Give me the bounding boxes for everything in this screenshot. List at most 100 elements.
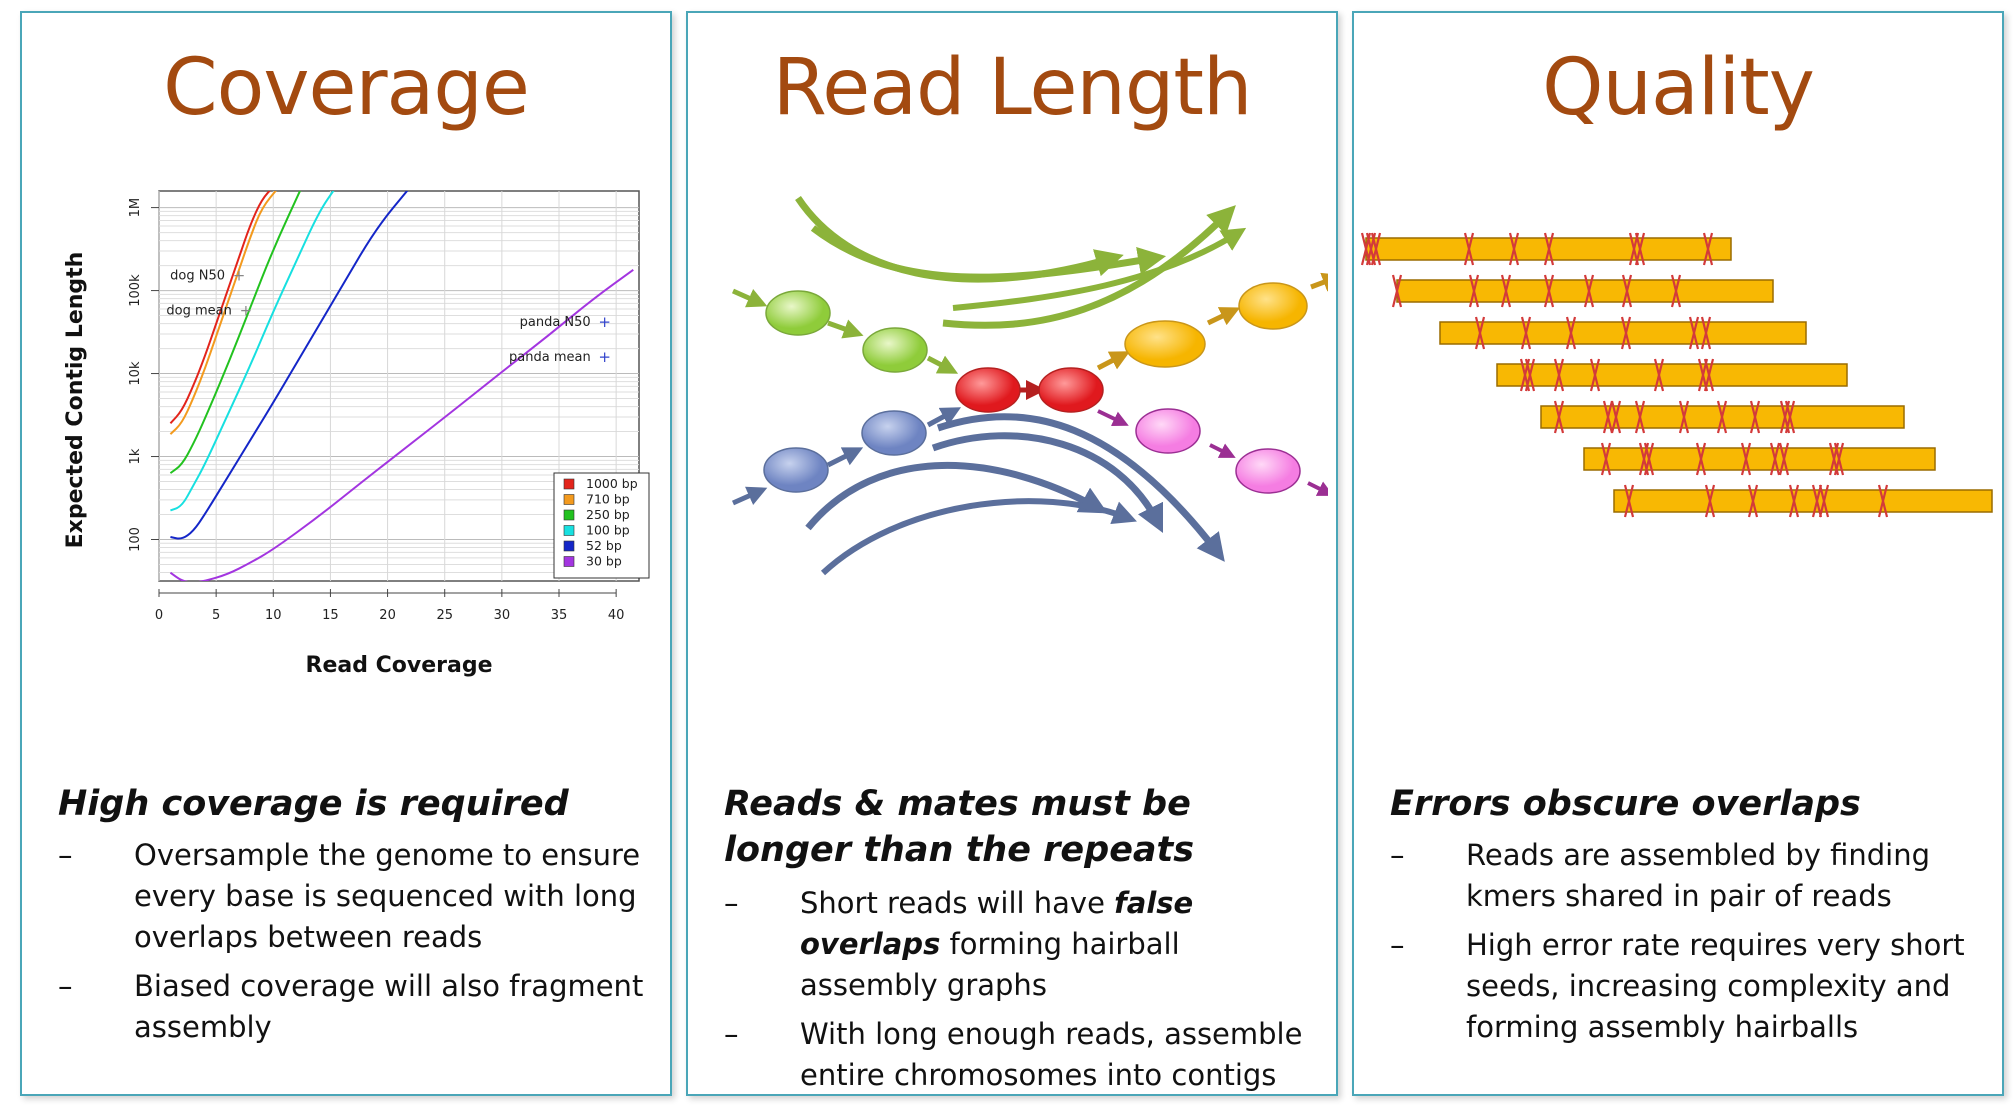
legend-label: 1000 bp: [586, 476, 638, 491]
annotation-label: panda N50: [520, 315, 591, 330]
read-bar: [1613, 484, 1993, 518]
long-read-arrow: [952, 227, 1247, 311]
legend-swatch: [563, 478, 575, 490]
x-tick-label: 30: [494, 608, 511, 623]
green-node-1: [765, 290, 831, 336]
bullet-dash: –: [724, 886, 739, 920]
sequencing-error-mark: [1468, 274, 1480, 308]
coverage-chart: 100 1k 10k 100k 1M 0 5 10 15 20 25 30 35 40 dog N50 +…: [63, 190, 650, 678]
sequencing-error-mark: [1747, 484, 1759, 518]
y-tick-label: 1M: [128, 198, 143, 218]
legend-label: 250 bp: [586, 507, 630, 522]
sequencing-error-mark: [1583, 274, 1595, 308]
sequencing-error-mark: [1634, 400, 1646, 434]
legend-swatch: [563, 494, 575, 505]
quality-panel: Quality Errors obscure overlaps – Reads a…: [1352, 11, 2004, 1096]
sequencing-error-mark: [1778, 442, 1790, 476]
sequencing-error-mark: [1391, 274, 1403, 308]
sequencing-error-mark: [1811, 484, 1823, 518]
sequencing-error-mark: [1688, 316, 1700, 350]
quality-bullets: – Reads are assembled by finding kmers sh…: [1390, 835, 1990, 1056]
series-line-1000-bp: [169, 191, 271, 425]
long-read-arrow: [936, 413, 1225, 562]
long-read-arrow: [805, 461, 1108, 531]
legend-label: 710 bp: [586, 492, 630, 507]
panel-title: Quality: [1542, 43, 1815, 133]
legend-label: 100 bp: [586, 523, 630, 538]
sequencing-error-mark: [1500, 274, 1512, 308]
sequencing-error-mark: [1716, 400, 1728, 434]
read-bar: [1391, 274, 1774, 308]
read-length-diagram: [731, 196, 1328, 576]
bullet-item: – Biased coverage will also fragment asse…: [58, 966, 658, 1048]
sequencing-error-mark: [1553, 400, 1565, 434]
red-node-1: [955, 367, 1021, 413]
long-read-arrow: [942, 205, 1236, 329]
annotation-marker: +: [598, 348, 611, 366]
legend-swatch: [563, 540, 575, 552]
sequencing-error-mark: [1695, 442, 1707, 476]
sequencing-error-mark: [1553, 358, 1565, 392]
sequencing-error-mark: [1623, 484, 1635, 518]
sequencing-error-mark: [1565, 316, 1577, 350]
read-length-bullets: – Short reads will have false overlaps fo…: [724, 883, 1324, 1104]
series-line-710-bp: [169, 191, 277, 435]
y-tick-label: 100: [128, 527, 143, 552]
bullet-item: – Reads are assembled by finding kmers sh…: [1390, 835, 1990, 917]
sequencing-error-mark: [1610, 400, 1622, 434]
coverage-panel: Coverage 100 1k 10k 100k 1M 0 5 10 15 20 25 30 35 40…: [20, 11, 672, 1096]
read-bar: [1360, 232, 1732, 266]
sequencing-error-mark: [1703, 358, 1715, 392]
red-node-2: [1038, 367, 1104, 413]
coverage-bullets: – Oversample the genome to ensure every b…: [58, 835, 658, 1056]
x-axis-label: Read Coverage: [306, 653, 493, 678]
series-line-52-bp: [170, 191, 409, 540]
pink-node-2: [1235, 448, 1301, 494]
sequencing-error-mark: [1678, 400, 1690, 434]
bullet-item: – High error rate requires very short see…: [1390, 925, 1990, 1048]
sequencing-error-mark: [1784, 400, 1796, 434]
long-read-arrow: [931, 432, 1164, 534]
sequencing-error-mark: [1620, 316, 1632, 350]
legend-swatch: [563, 556, 575, 567]
series-line-100-bp: [170, 191, 335, 512]
sequencing-error-mark: [1634, 232, 1646, 266]
sequencing-error-mark: [1524, 358, 1536, 392]
x-tick-label: 10: [265, 608, 282, 623]
annotation-label: panda mean: [509, 350, 591, 365]
legend-label: 30 bp: [586, 554, 622, 569]
green-node-2: [862, 327, 928, 373]
quality-heading: Errors obscure overlaps: [1390, 784, 1861, 824]
bullet-item: – Oversample the genome to ensure every b…: [58, 835, 658, 958]
bullet-item: – Short reads will have false overlaps fo…: [724, 883, 1324, 1006]
read-bar: [1540, 400, 1905, 434]
x-tick-label: 35: [551, 608, 568, 623]
y-tick-label: 100k: [128, 274, 143, 307]
long-read-arrow: [820, 498, 1137, 576]
bullet-dash: –: [1390, 838, 1405, 872]
sequencing-error-mark: [1769, 442, 1781, 476]
long-read-arrow: [810, 225, 1167, 281]
bullet-dash: –: [58, 969, 73, 1003]
reads-with-errors-diagram: [1360, 232, 1993, 518]
blue-node-1: [763, 447, 829, 493]
sequencing-error-mark: [1543, 274, 1555, 308]
panel-title: Read Length: [772, 43, 1253, 133]
sequencing-error-mark: [1600, 442, 1612, 476]
series-line-30-bp: [169, 269, 634, 581]
coverage-heading: High coverage is required: [58, 784, 569, 824]
pink-node-1: [1135, 408, 1201, 454]
sequencing-error-mark: [1877, 484, 1889, 518]
sequencing-error-mark: [1749, 400, 1761, 434]
sequencing-error-mark: [1704, 484, 1716, 518]
sequencing-error-mark: [1589, 358, 1601, 392]
yellow-node-2: [1238, 282, 1308, 330]
annotation-label: dog mean: [166, 303, 231, 318]
sequencing-error-mark: [1543, 232, 1555, 266]
read-bar: [1496, 358, 1848, 392]
bullet-dash: –: [724, 1017, 739, 1051]
sequencing-error-mark: [1520, 316, 1532, 350]
x-tick-label: 5: [212, 608, 220, 623]
annotation-marker: +: [240, 301, 253, 319]
sequencing-error-mark: [1621, 274, 1633, 308]
